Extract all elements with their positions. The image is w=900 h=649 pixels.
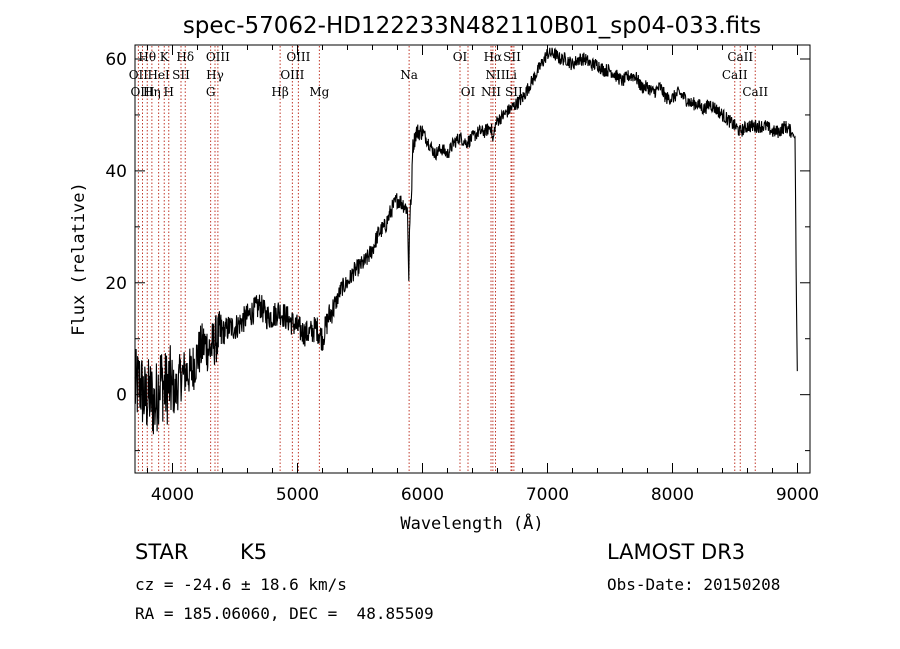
line-marker-label: Na <box>400 68 418 82</box>
y-tick-label: 60 <box>105 50 127 70</box>
line-marker-label: OII <box>129 68 149 82</box>
line-marker-label: OI <box>461 85 476 99</box>
y-tick-label: 0 <box>116 386 127 406</box>
line-marker-label: OIII <box>286 50 310 64</box>
x-tick-label: 5000 <box>276 485 319 505</box>
line-marker-label: OIII <box>130 85 154 99</box>
survey-name: LAMOST DR3 <box>607 540 746 564</box>
x-axis-label: Wavelength (Å) <box>400 512 543 534</box>
line-marker-label: SII <box>505 85 523 99</box>
line-marker-label: OIII <box>206 50 230 64</box>
object-class: STAR <box>135 540 189 564</box>
line-marker-label: SII <box>503 50 521 64</box>
line-marker-label: Hα <box>484 50 503 64</box>
x-axis-ticks: 4000 5000 6000 7000 8000 9000 <box>147 45 819 505</box>
x-tick-label: 9000 <box>776 485 819 505</box>
line-marker-label: OIII <box>280 68 304 82</box>
spectral-subclass: K5 <box>240 540 268 564</box>
flux-spectrum-line <box>134 47 798 435</box>
y-tick-label: 20 <box>105 274 127 294</box>
line-marker-label: Li <box>505 68 517 82</box>
line-marker-label: G <box>206 85 216 99</box>
line-marker-label: Hβ <box>271 85 288 99</box>
line-marker-label: SII <box>172 68 190 82</box>
line-marker-label: Hγ <box>206 68 224 82</box>
y-axis-label: Flux (relative) <box>69 182 89 336</box>
line-marker-label: Hη <box>143 85 161 99</box>
line-marker-label: CaII <box>722 68 748 82</box>
line-marker-label: H <box>164 85 174 99</box>
line-marker-label: CaII <box>727 50 753 64</box>
line-marker-label: OI <box>453 50 468 64</box>
emission-line-markers <box>137 46 756 472</box>
x-tick-label: 7000 <box>526 485 569 505</box>
redshift-value: cz = -24.6 ± 18.6 km/s <box>135 575 347 594</box>
line-marker-label: CaII <box>742 85 768 99</box>
line-marker-label: Hθ <box>138 50 156 64</box>
y-axis-ticks: 0 20 40 60 <box>105 50 810 452</box>
line-marker-label: Hδ <box>176 50 194 64</box>
line-marker-label: K <box>160 50 170 64</box>
line-marker-label: NII <box>486 68 506 82</box>
x-tick-label: 4000 <box>151 485 194 505</box>
chart-title: spec-57062-HD122233N482110B01_sp04-033.f… <box>183 13 761 39</box>
x-tick-label: 8000 <box>651 485 694 505</box>
line-marker-label: Mg <box>309 85 329 99</box>
y-tick-label: 40 <box>105 162 127 182</box>
line-marker-label: HeI <box>147 68 170 82</box>
sky-coordinates: RA = 185.06060, DEC = 48.85509 <box>135 604 434 623</box>
line-marker-label: NII <box>481 85 501 99</box>
observation-date: Obs-Date: 20150208 <box>607 575 781 594</box>
x-tick-label: 6000 <box>401 485 444 505</box>
